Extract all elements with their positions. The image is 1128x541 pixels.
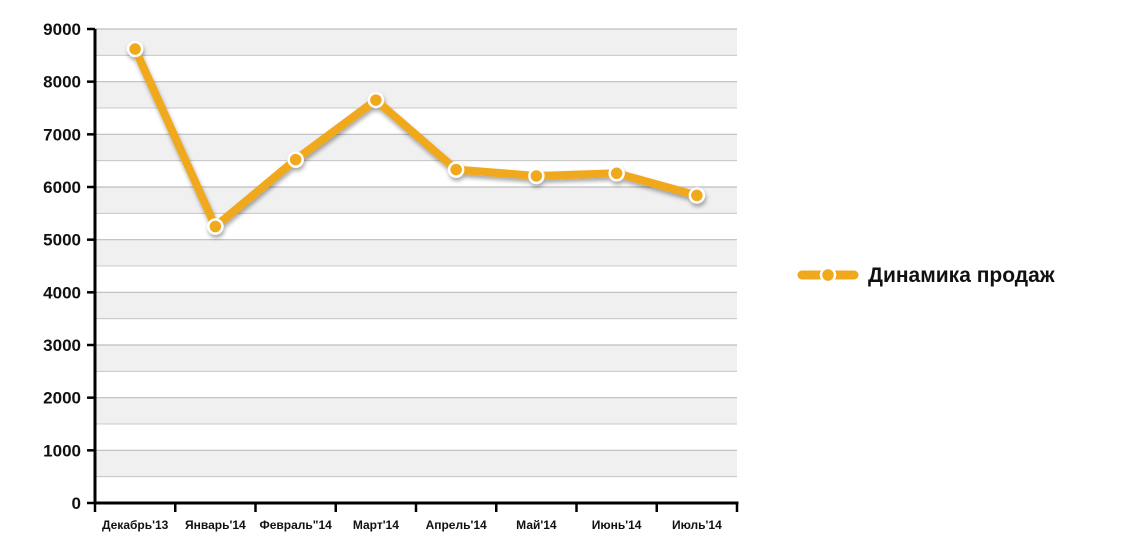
- legend-marker-swatch: [819, 266, 837, 284]
- plot-band: [95, 345, 737, 372]
- legend: Динамика продаж: [797, 264, 1056, 287]
- data-point-marker: [126, 40, 144, 58]
- x-tick-label: Февраль"14: [259, 518, 332, 532]
- data-point-marker: [207, 218, 224, 235]
- y-tick-label: 4000: [43, 283, 81, 302]
- y-tick-label: 6000: [43, 178, 81, 197]
- series-line: [131, 45, 701, 231]
- plot-band: [95, 29, 737, 56]
- plot-band: [95, 81, 737, 108]
- x-tick-label: Июнь'14: [592, 518, 642, 532]
- plot-band: [95, 450, 737, 477]
- data-point-marker: [367, 91, 385, 109]
- x-tick-label: Май'14: [516, 518, 557, 532]
- plot-band: [95, 424, 737, 451]
- plot-band: [95, 187, 737, 214]
- data-point-marker: [447, 161, 465, 178]
- series-layer: [126, 40, 706, 235]
- y-tick-label: 9000: [43, 20, 81, 39]
- plot-band: [95, 476, 737, 503]
- plot-band: [95, 292, 737, 319]
- plot-band: [95, 371, 737, 398]
- y-tick-label: 2000: [43, 389, 81, 408]
- plot-band: [95, 55, 737, 82]
- y-tick-label: 3000: [43, 336, 81, 355]
- plot-background-bands: [95, 29, 737, 503]
- x-tick-label: Март'14: [353, 518, 399, 532]
- data-point-marker: [287, 151, 304, 168]
- data-point-marker: [688, 187, 706, 204]
- legend-label: Динамика продаж: [868, 264, 1056, 287]
- x-axis-tick-labels: Декабрь'13 Январь'14 Февраль"14 Март'14 Апре…: [102, 518, 722, 532]
- y-axis-tick-labels: 0 1000 2000 3000 4000 5000 6000 7000 8000 9000: [43, 20, 81, 513]
- y-tick-label: 1000: [43, 441, 81, 460]
- data-point-marker: [528, 167, 545, 185]
- plot-band: [95, 266, 737, 293]
- plot-band: [95, 239, 737, 266]
- gridlines: [95, 28, 737, 478]
- x-tick-label: Декабрь'13: [102, 518, 169, 532]
- x-tick-label: Январь'14: [185, 518, 246, 532]
- y-tick-label: 0: [72, 494, 81, 513]
- x-tick-label: Апрель'14: [426, 518, 487, 532]
- plot-band: [95, 318, 737, 345]
- x-tick-label: Июль'14: [672, 518, 722, 532]
- y-tick-label: 5000: [43, 231, 81, 250]
- plot-band: [95, 213, 737, 240]
- y-tick-label: 8000: [43, 73, 81, 92]
- y-tick-label: 7000: [43, 125, 81, 144]
- data-point-marker: [608, 165, 625, 182]
- plot-band: [95, 397, 737, 424]
- axes: [87, 27, 739, 512]
